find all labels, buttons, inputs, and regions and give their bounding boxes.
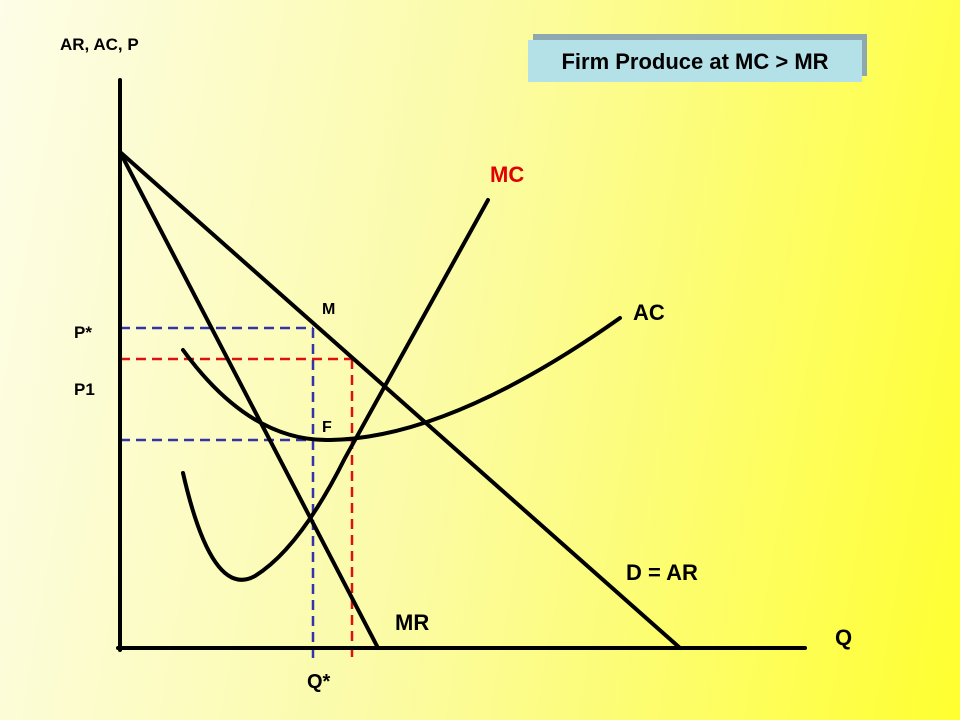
title: Firm Produce at MC > MR (561, 49, 828, 74)
ac-curve (181, 316, 622, 443)
point-m: M (322, 301, 335, 318)
p-star-label: P* (74, 323, 92, 342)
x-axis-label: Q (835, 625, 852, 650)
ac-label: AC (633, 300, 665, 325)
q-star-label: Q* (307, 671, 331, 693)
p1-label: P1 (74, 380, 95, 399)
mr-curve (118, 150, 380, 650)
demand-curve (118, 150, 682, 650)
mc-curve (181, 198, 490, 582)
mr-label: MR (395, 610, 429, 635)
y-axis-label: AR, AC, P (60, 35, 139, 54)
demand-label: D = AR (626, 560, 698, 585)
title-box (528, 40, 862, 82)
mc-label: MC (490, 162, 524, 187)
point-f: F (322, 419, 332, 436)
